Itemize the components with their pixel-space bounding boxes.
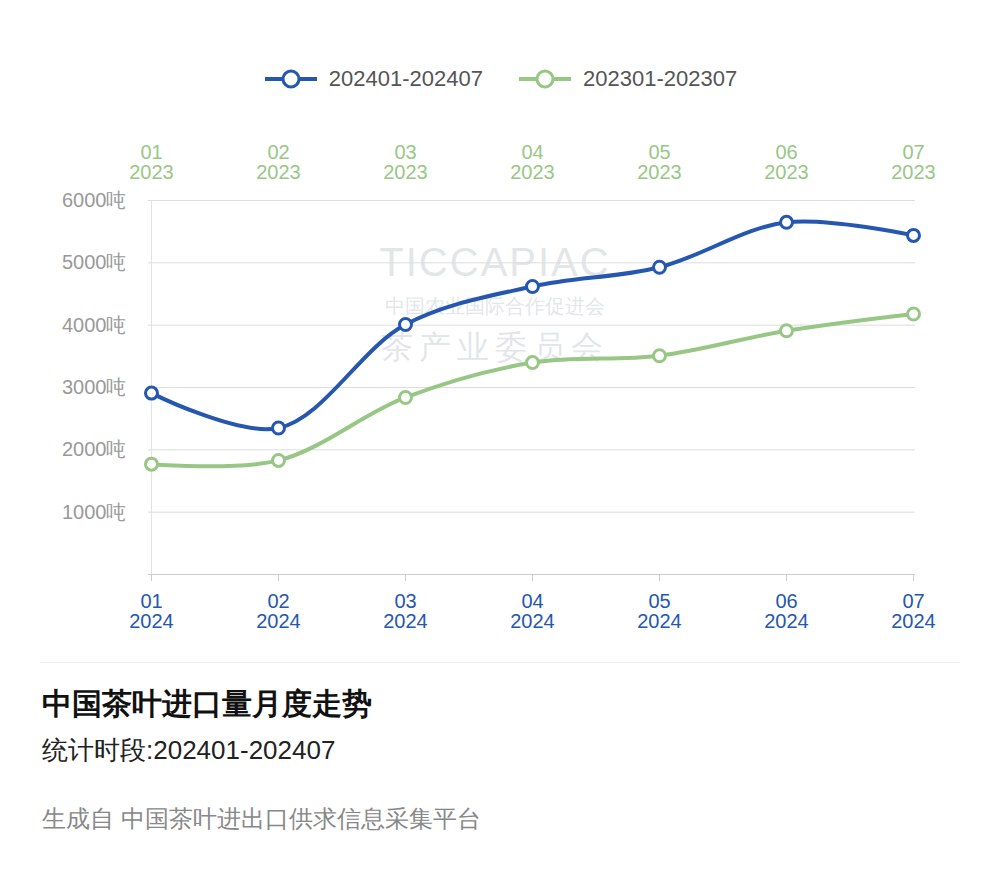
html-text:中国茶叶进口量月度走势: 中国茶叶进口量月度走势 <box>42 687 372 720</box>
svg-text:022023: 022023 <box>256 141 301 183</box>
svg-text:012024: 012024 <box>129 590 174 632</box>
html-text:生成自 中国茶叶进出口供求信息采集平台: 生成自 中国茶叶进出口供求信息采集平台 <box>42 805 481 832</box>
svg-text:022024: 022024 <box>256 590 301 632</box>
svg-text:062023: 062023 <box>764 141 809 183</box>
svg-text:6000吨: 6000吨 <box>62 189 127 211</box>
svg-text:032023: 032023 <box>383 141 428 183</box>
svg-text:5000吨: 5000吨 <box>62 251 127 273</box>
html-text:茶产业委员会: 茶产业委员会 <box>381 329 609 365</box>
html-text:202301-202307: 202301-202307 <box>583 66 738 91</box>
svg-text:1000吨: 1000吨 <box>62 501 127 523</box>
svg-text:2000吨: 2000吨 <box>62 438 127 460</box>
svg-text:062024: 062024 <box>764 590 809 632</box>
svg-text:072024: 072024 <box>891 590 936 632</box>
svg-text:3000吨: 3000吨 <box>62 376 127 398</box>
svg-text:042024: 042024 <box>510 590 555 632</box>
svg-text:4000吨: 4000吨 <box>62 314 127 336</box>
svg-text:032024: 032024 <box>383 590 428 632</box>
html-text:统计时段:202401-202407: 统计时段:202401-202407 <box>42 735 336 765</box>
svg-text:042023: 042023 <box>510 141 555 183</box>
svg-text:072023: 072023 <box>891 141 936 183</box>
svg-text:052023: 052023 <box>637 141 682 183</box>
svg-text:012023: 012023 <box>129 141 174 183</box>
html-text:中国农业国际合作促进会: 中国农业国际合作促进会 <box>385 295 605 317</box>
html-text:TICCAPIAC: TICCAPIAC <box>379 240 611 284</box>
svg-text:052024: 052024 <box>637 590 682 632</box>
html-text:202401-202407: 202401-202407 <box>328 66 483 91</box>
